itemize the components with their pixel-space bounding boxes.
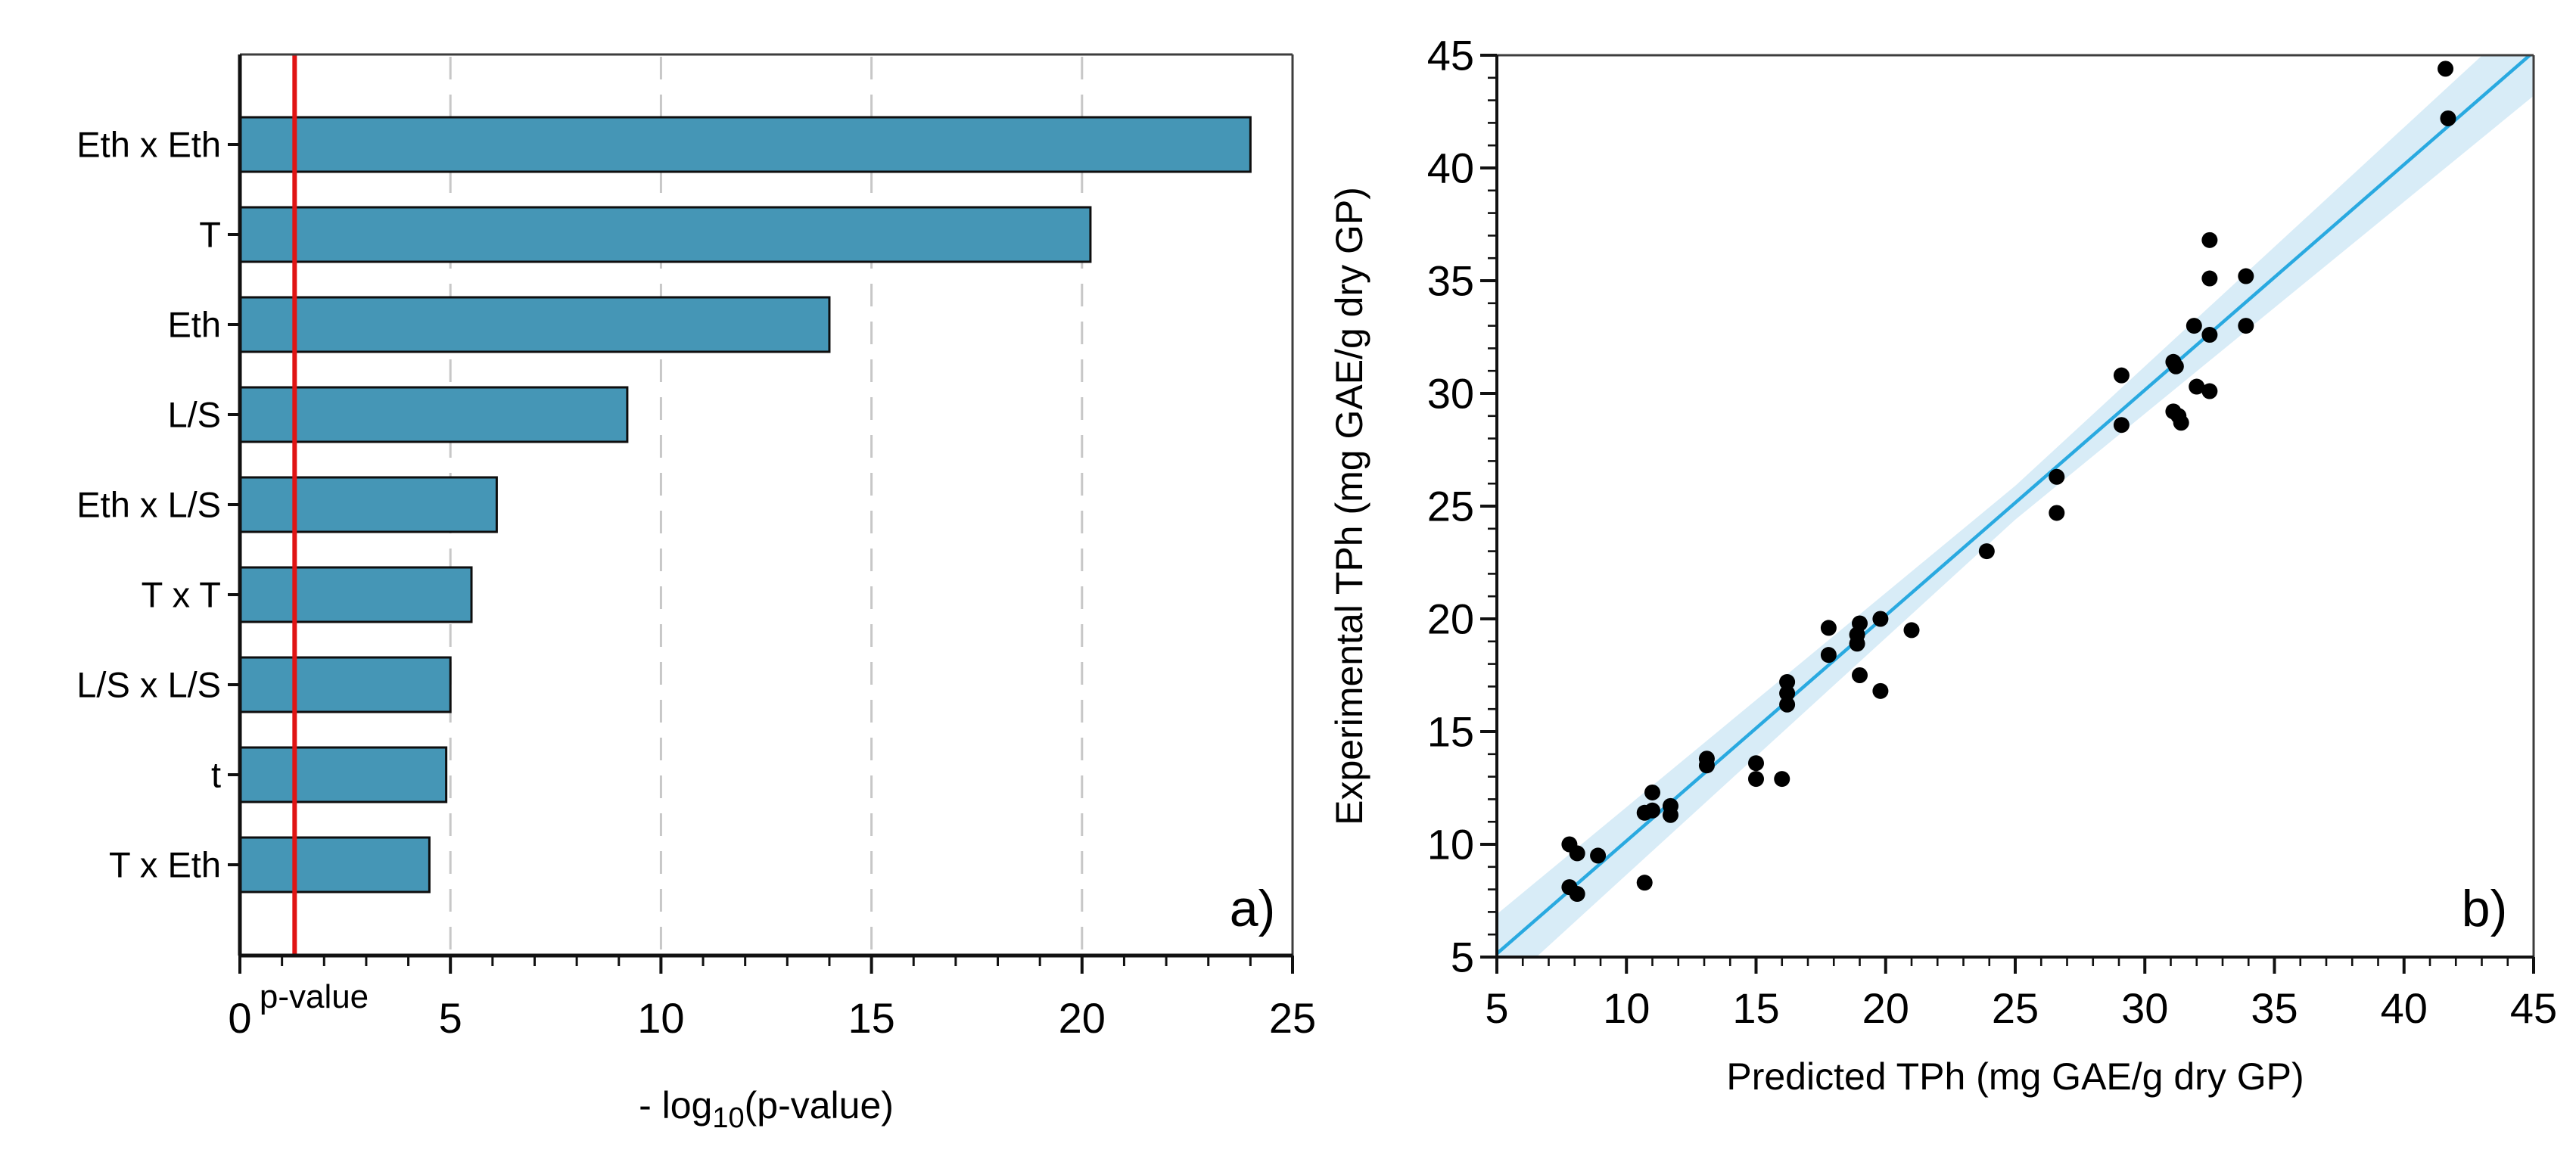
- scatter-point: [2189, 378, 2205, 395]
- x-axis-title-a: - log10(p-value): [639, 1084, 894, 1134]
- bar-t: [238, 746, 448, 803]
- scatter-point: [2049, 468, 2065, 485]
- x-tick-label-a: 5: [439, 994, 462, 1042]
- category-label-eth-x-eth: Eth x Eth: [76, 124, 221, 164]
- category-label-eth-x-l-s: Eth x L/S: [76, 484, 221, 524]
- scatter-points: [1561, 61, 2456, 903]
- scatter-point: [1852, 667, 1868, 683]
- scatter-point: [1849, 636, 1865, 652]
- x-tick-label-a: 20: [1059, 994, 1106, 1042]
- category-label-t-x-eth: T x Eth: [109, 844, 221, 884]
- bar-t-x-t: [238, 566, 473, 623]
- scatter-point: [2173, 415, 2189, 431]
- bar-t-x-eth: [238, 836, 431, 893]
- panel-b-label: b): [2462, 880, 2507, 937]
- scatter-point: [1748, 755, 1764, 772]
- scatter-point: [2201, 383, 2218, 399]
- scatter-point: [2201, 327, 2218, 343]
- y-tick-label-b: 10: [1427, 821, 1474, 869]
- scatter-point: [1978, 543, 1995, 560]
- bar-eth-x-eth: [238, 116, 1252, 173]
- scatter-point: [1903, 622, 1920, 639]
- x-tick-label-a: 0: [228, 994, 251, 1042]
- p-value-threshold-label: p-value: [260, 978, 369, 1015]
- scatter-point: [1820, 647, 1837, 664]
- panel-a-label: a): [1230, 880, 1275, 937]
- scatter-point: [2440, 110, 2456, 126]
- category-label-t-x-t: T x T: [142, 574, 221, 614]
- bar-l-s-x-l-s: [238, 656, 452, 713]
- bar-t: [238, 206, 1092, 263]
- category-label-eth: Eth: [167, 304, 221, 344]
- x-axis-title-b: Predicted TPh (mg GAE/g dry GP): [1726, 1055, 2304, 1098]
- scatter-point: [1636, 875, 1653, 891]
- x-tick-label-a: 10: [637, 994, 684, 1042]
- scatter-point: [1779, 696, 1796, 713]
- scatter-point: [1748, 771, 1764, 788]
- confidence-band: [1497, 55, 2534, 957]
- x-tick-label-b: 35: [2251, 984, 2298, 1032]
- scatter-point: [1590, 847, 1607, 864]
- scatter-point: [2049, 505, 2065, 521]
- category-label-l-s-x-l-s: L/S x L/S: [76, 664, 221, 704]
- pareto-chart: Eth x Eth T Eth L/S Eth x L/S T x T L/S x L/S t…: [76, 53, 1316, 1134]
- scatter-point: [2438, 61, 2454, 77]
- scatter-point: [2167, 358, 2184, 374]
- y-tick-label-b: 5: [1451, 934, 1474, 981]
- y-tick-label-b: 15: [1427, 708, 1474, 756]
- bar-l-s: [238, 386, 629, 443]
- scatter-point: [1569, 886, 1585, 903]
- y-axis-title-b: Experimental TPh (mg GAE/g dry GP): [1328, 187, 1370, 825]
- y-tick-label-b: 25: [1427, 483, 1474, 530]
- parity-scatter-chart: 5 10 15 20 25 30 35 40 45 5 10 15 20 25 30 35 40 45: [1427, 32, 2557, 1032]
- category-label-t: T: [199, 214, 221, 254]
- category-label-t: t: [211, 754, 221, 794]
- x-tick-label-b: 5: [1485, 984, 1508, 1032]
- y-tick-label-b: 40: [1427, 145, 1474, 192]
- scatter-point: [2201, 270, 2218, 287]
- scatter-point: [1569, 845, 1585, 862]
- y-tick-label-b: 35: [1427, 257, 1474, 305]
- scatter-point: [1662, 806, 1678, 823]
- x-tick-label-b: 45: [2510, 984, 2557, 1032]
- x-tick-label-b: 20: [1862, 984, 1909, 1032]
- y-tick-label-b: 20: [1427, 595, 1474, 643]
- category-label-l-s: L/S: [167, 394, 221, 434]
- scatter-point: [1779, 673, 1796, 690]
- scatter-point: [2238, 318, 2254, 334]
- axis-ticks-b: 5 10 15 20 25 30 35 40 45 5 10 15 20 25 30 35 40 45: [1427, 32, 2557, 1032]
- x-tick-label-b: 10: [1603, 984, 1650, 1032]
- x-axis-ticks-a: 0 5 10 15 20 25: [228, 956, 1316, 1042]
- scatter-point: [1872, 682, 1889, 699]
- scatter-point: [2238, 268, 2254, 284]
- scatter-point: [1698, 757, 1715, 774]
- scatter-point: [2186, 318, 2202, 334]
- x-tick-label-a: 15: [848, 994, 894, 1042]
- scatter-point: [2201, 232, 2218, 248]
- scatter-point: [2113, 367, 2130, 384]
- gridlines: [449, 57, 1294, 953]
- scatter-point: [1779, 685, 1796, 701]
- x-tick-label-b: 40: [2381, 984, 2428, 1032]
- y-tick-label-b: 30: [1427, 370, 1474, 418]
- x-tick-label-b: 15: [1732, 984, 1779, 1032]
- scatter-point: [1820, 620, 1837, 636]
- plot-frame-a: [238, 53, 1294, 958]
- scatter-point: [1644, 784, 1660, 800]
- bar-eth-x-l-s: [238, 476, 498, 533]
- bars: Eth x Eth T Eth L/S Eth x L/S T x T L/S x L/S t…: [76, 116, 1252, 893]
- x-tick-label-b: 30: [2121, 984, 2168, 1032]
- x-tick-label-b: 25: [1992, 984, 2039, 1032]
- bar-eth: [238, 296, 831, 353]
- scatter-point: [2113, 417, 2130, 434]
- scatter-point: [1644, 802, 1660, 819]
- scatter-point: [1774, 771, 1790, 788]
- scatter-point: [1872, 611, 1889, 627]
- x-tick-label-a: 25: [1269, 994, 1316, 1042]
- y-tick-label-b: 45: [1427, 32, 1474, 79]
